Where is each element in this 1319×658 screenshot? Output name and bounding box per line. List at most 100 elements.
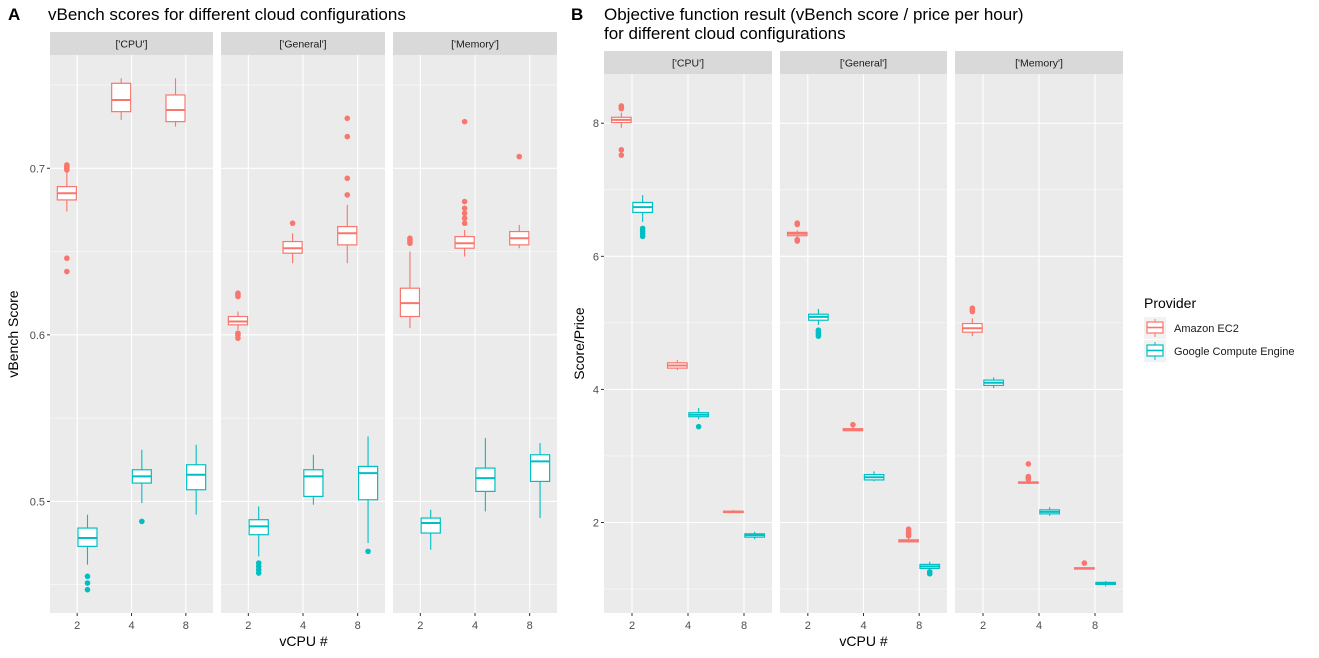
box-outlier [365,548,371,555]
x-tick-label: 4 [128,620,134,632]
legend-item-amazon: Amazon EC2 [1144,317,1239,339]
panel-b-title-line2: for different cloud configurations [604,24,846,43]
panel-b-letter: B [571,5,583,24]
box-outlier [618,147,625,153]
box-outlier [695,423,702,430]
box-outlier [794,236,801,243]
y-tick-label: 0.7 [30,163,45,175]
box-outlier [969,305,976,312]
box-outlier [926,568,933,575]
facet-strip [50,32,213,55]
panel-a-letter: A [8,5,20,24]
x-tick-label: 4 [1036,620,1042,632]
box-iqr [529,454,551,483]
x-tick-label: 4 [300,620,306,632]
box-outlier [618,103,625,109]
box-outlier [1025,461,1032,467]
box-outlier [139,518,145,525]
box-outlier [407,235,413,242]
x-tick-label: 2 [245,620,251,632]
box-outlier [344,133,351,140]
box-outlier [639,225,646,232]
box-outlier [235,330,241,336]
y-axis-title: Score/Price [571,307,587,380]
facet-label: ['General'] [279,39,326,51]
box-iqr [303,469,324,498]
box-outlier [255,560,262,566]
legend-label-google: Google Compute Engine [1174,346,1294,358]
legend-label-amazon: Amazon EC2 [1174,323,1239,335]
x-tick-label: 8 [355,620,361,632]
facet-strip [780,51,947,74]
facet-strip [393,32,557,55]
box-outlier [344,192,351,198]
box-outlier [461,210,468,217]
facet-strip [221,32,385,55]
x-tick-label: 8 [183,620,189,632]
legend: Provider Amazon EC2 Google Compute Engin… [1144,295,1294,362]
x-tick-label: 2 [74,620,80,632]
box-outlier [461,198,468,205]
chart-b-plot: ['CPU'] 2 4 8 ['General'] 2 4 8 ['Memory'] 2 4 8 2 4 6… [571,51,1123,649]
box-outlier [905,526,912,532]
x-tick-label: 8 [527,620,533,632]
box-iqr [420,517,441,534]
box-outlier [235,290,241,296]
box-outlier [461,205,468,212]
legend-item-google: Google Compute Engine [1144,340,1294,362]
box-outlier [794,220,801,226]
x-tick-label: 4 [472,620,478,632]
y-axis-title: vBench Score [5,290,21,377]
x-tick-label: 4 [685,620,691,632]
facet-label: ['Memory'] [1015,58,1063,70]
chart-a-plot: ['CPU'] 2 4 8 ['General'] 2 4 8 ['Memory'] 2 4 8 0.5… [5,32,557,649]
box-outlier [289,220,296,227]
box-outlier [84,580,91,586]
panel-a-title: vBench scores for different cloud config… [48,5,406,24]
box-iqr [357,465,379,501]
facet-label: ['Memory'] [451,39,499,51]
box-outlier [1081,560,1088,566]
y-tick-label: 8 [593,118,599,130]
y-tick-label: 6 [593,251,599,263]
box-outlier [850,421,856,428]
y-tick-label: 2 [593,518,599,530]
facet-strip [604,51,772,74]
facet-strip [955,51,1123,74]
facet-label: ['CPU'] [672,58,704,70]
panel-b-title-line1: Objective function result (vBench score … [604,5,1024,24]
box-iqr [165,94,186,123]
x-tick-label: 2 [805,620,811,632]
y-tick-label: 4 [593,384,599,396]
facet-label: ['CPU'] [115,39,147,51]
box-outlier [64,255,70,262]
box-outlier [64,268,70,275]
box-outlier [1025,473,1032,480]
box-outlier [815,327,822,333]
panel-a: A vBench scores for different cloud conf… [5,5,557,649]
x-tick-label: 4 [860,620,866,632]
y-tick-label: 0.5 [30,496,45,508]
facet-label: ['General'] [840,58,887,70]
panel-b: B Objective function result (vBench scor… [571,5,1123,649]
box-outlier [84,573,91,580]
box-iqr [111,82,132,113]
box-outlier [84,586,91,593]
x-tick-label: 2 [629,620,635,632]
x-tick-label: 2 [980,620,986,632]
box-outlier [344,115,351,122]
x-axis-title: vCPU # [279,633,327,649]
box-outlier [516,153,523,160]
box-outlier [461,220,468,227]
y-tick-label: 0.6 [30,330,45,342]
box-iqr [186,464,207,491]
x-tick-label: 8 [916,620,922,632]
x-tick-label: 8 [741,620,747,632]
box-outlier [344,175,351,182]
box-iqr [337,225,358,246]
box-iqr [475,467,496,493]
box-outlier [64,162,70,168]
box-outlier [461,118,468,125]
x-axis-title: vCPU # [839,633,887,649]
